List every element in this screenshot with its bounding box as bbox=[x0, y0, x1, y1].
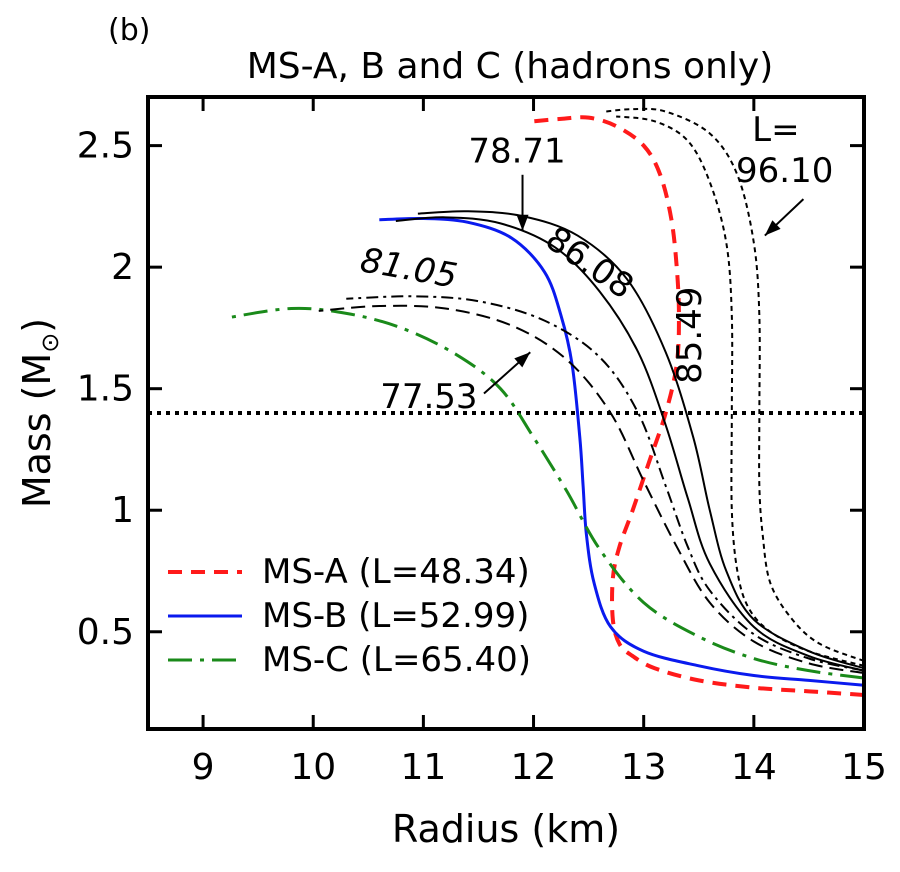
x-tick-label: 14 bbox=[731, 747, 777, 788]
series-line-6 bbox=[318, 304, 864, 675]
x-tick-label: 13 bbox=[621, 747, 667, 788]
legend: MS-A (L=48.34)MS-B (L=52.99)MS-C (L=65.4… bbox=[168, 552, 531, 680]
y-tick-label: 2 bbox=[111, 247, 134, 288]
x-tick-label: 10 bbox=[290, 747, 336, 788]
series-line-3 bbox=[224, 306, 864, 680]
x-tick-label: 15 bbox=[841, 747, 887, 788]
x-tick-label: 12 bbox=[511, 747, 557, 788]
y-tick-label: 1 bbox=[111, 490, 134, 531]
x-axis-label: Radius (km) bbox=[392, 807, 620, 851]
plot-frame bbox=[146, 95, 866, 731]
x-tick-label: 11 bbox=[400, 747, 446, 788]
y-tick-label: 2.5 bbox=[77, 126, 134, 167]
panel-label: (b) bbox=[108, 13, 150, 48]
series-line-2 bbox=[379, 216, 864, 687]
y-axis-label: Mass (M⊙) bbox=[15, 318, 64, 508]
curve-label: 78.71 bbox=[468, 132, 565, 172]
curve-label: 96.10 bbox=[736, 151, 833, 191]
x-tick-label: 9 bbox=[192, 747, 215, 788]
chart-title: MS-A, B and C (hadrons only) bbox=[247, 46, 774, 87]
curve-label: 85.49 bbox=[670, 287, 710, 384]
series-line-4 bbox=[395, 216, 864, 672]
y-tick-label: 0.5 bbox=[77, 612, 134, 653]
axis-ticks: 9 10 11 12 13 14 15 0.5 1 1.5 2 2.5 bbox=[77, 97, 887, 788]
curve-label: 81.05 bbox=[357, 240, 460, 296]
series-layer bbox=[224, 107, 864, 697]
arrow-head bbox=[514, 352, 531, 368]
series-line-8 bbox=[616, 115, 864, 667]
legend-label: MS-B (L=52.99) bbox=[262, 596, 529, 636]
arrow-head bbox=[516, 214, 529, 231]
legend-label: MS-A (L=48.34) bbox=[262, 552, 530, 592]
y-axis-label-close: ) bbox=[15, 318, 59, 333]
curve-label: 77.53 bbox=[380, 377, 477, 417]
series-line-9 bbox=[605, 107, 864, 662]
series-line-7 bbox=[346, 295, 864, 672]
arrow-head bbox=[764, 220, 781, 236]
curve-label: L= bbox=[752, 110, 799, 150]
y-axis-label-sub: ⊙ bbox=[36, 333, 64, 353]
y-axis-label-main: Mass (M bbox=[15, 353, 59, 508]
series-line-1 bbox=[533, 115, 864, 697]
y-tick-label: 1.5 bbox=[77, 369, 134, 410]
legend-label: MS-C (L=65.40) bbox=[262, 640, 531, 680]
